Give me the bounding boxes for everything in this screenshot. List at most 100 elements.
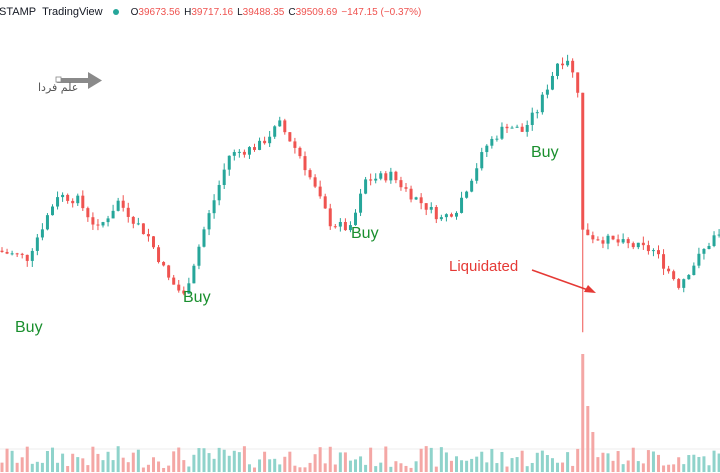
candle [485,144,489,157]
candle [40,223,44,241]
volume-bar [621,464,625,472]
volume-bar [91,446,95,472]
candle [545,84,549,99]
candle-body [212,200,216,214]
candle-body [692,265,696,276]
candle [682,278,686,293]
volume-bar [646,450,650,472]
volume-bar [338,452,342,472]
candle [465,190,469,199]
volume-bar [5,448,9,472]
candle-body [192,265,196,284]
candle [0,247,4,253]
candle-body [45,215,49,230]
volume-bar [480,451,484,472]
candle-body [121,200,125,208]
candle-body [167,265,171,278]
volume-bar [207,453,211,472]
volume-bar [308,462,312,472]
volume-bar [242,446,246,472]
candle-body [273,126,277,137]
candle [707,242,711,250]
candle-body [434,207,438,220]
volume-bar [30,463,34,472]
candle-body [111,210,115,219]
candle-body [449,214,453,217]
candle-body [419,197,423,204]
candle-body [429,207,433,210]
candle-body [404,187,408,189]
candle-body [672,271,676,280]
candle-body [677,279,681,288]
volume-bar [15,462,19,472]
candle [591,231,595,244]
candle [66,193,70,204]
candle-body [399,180,403,188]
candle [45,213,49,231]
candle-body [465,191,469,198]
candle [480,147,484,171]
volume-bar [470,458,474,472]
candle-body [682,279,686,288]
volume-bar [359,456,363,472]
candle-body [242,151,246,155]
volume-bar [444,452,448,472]
candle [530,107,534,131]
candle [692,262,696,276]
candle [419,193,423,210]
candle [561,57,565,70]
candle [318,180,322,199]
candle [525,120,529,137]
volume-bar [237,452,241,472]
candle-body [626,239,630,244]
candle [399,176,403,191]
candle-body [364,179,368,194]
candle-body [81,195,85,209]
volume-bar [278,464,282,472]
volume-bar [76,457,80,472]
candle [106,215,110,227]
candle [510,125,514,129]
candle-body [177,284,181,291]
candle [237,149,241,158]
candle-body [480,152,484,169]
volume-bar [682,464,686,472]
candle [207,210,211,236]
volume-bar [606,453,610,472]
candle-body [10,253,14,255]
candle-body [258,140,262,150]
candle [636,242,640,250]
candle [490,136,494,149]
volume-bar [182,460,186,472]
volume-bar [328,446,332,472]
candle [162,261,166,267]
candle-body [646,245,650,252]
candle [273,125,277,139]
volume-bar [364,464,368,472]
candle-body [313,177,317,187]
candle [157,245,161,264]
candle-body [253,147,256,150]
candle-body [303,156,307,171]
candle-body [662,254,666,269]
candle-body [667,268,671,272]
candle-body [106,218,110,223]
candle [606,233,610,250]
volume-bar [394,461,398,472]
candle [298,146,302,159]
volume-bar [212,458,216,472]
candle [10,250,14,256]
volume-bar [303,467,307,472]
volume-bar [677,457,681,472]
candle-body [136,223,140,225]
candle [30,248,34,267]
price-change: −147.15 (−0.37%) [341,6,422,18]
volume-bars [0,354,720,472]
volume-bar [35,461,39,472]
candle-body [197,246,201,266]
candle [389,167,393,184]
volume-bar [414,461,418,472]
candle-body [424,203,428,210]
candle-body [369,179,373,181]
